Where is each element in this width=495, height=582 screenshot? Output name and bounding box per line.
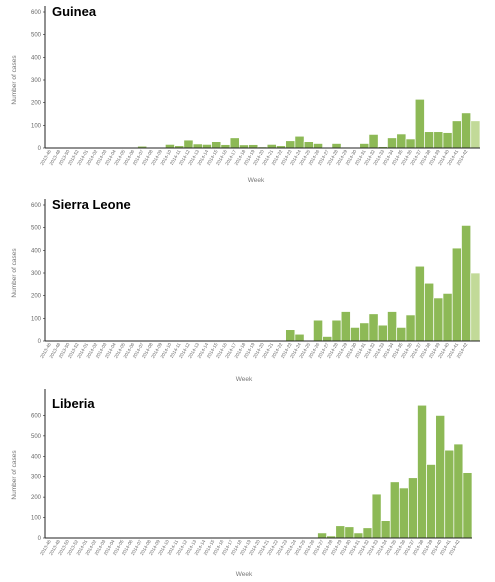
sierra-leone-bar-undefined [470, 272, 481, 342]
sierra-leone-bar-2014-26 [313, 319, 324, 342]
guinea-panel: Guinea Number of cases Week 0 100 200 300 40… [11, 4, 481, 184]
guinea-bar-2014-35 [396, 133, 407, 149]
sierra-leone-bar-2014-42 [461, 225, 472, 342]
sierra-leone-bar-2014-29 [340, 311, 351, 342]
liberia-panel: Liberia Number of cases Week 0 100 200 300 4… [11, 389, 473, 578]
liberia-bar-2014-41 [444, 449, 455, 539]
sierra-leone-bar-2014-41 [451, 247, 462, 342]
sierra-leone-bar-2014-32 [368, 313, 379, 342]
guinea-y-tick-label: 200 [31, 101, 42, 107]
guinea-bar-2014-13 [192, 143, 203, 149]
sierra-leone-bar-2014-24 [294, 333, 305, 342]
guinea-bar-2014-16 [220, 144, 231, 149]
sierra-leone-bar-2014-27 [322, 336, 333, 342]
sierra-leone-bar-2014-23 [285, 329, 296, 342]
sierra-leone-y-tick-label: 300 [31, 271, 42, 277]
guinea-bar-2014-32 [368, 134, 379, 149]
guinea-bar-2014-23 [285, 140, 296, 149]
guinea-bar-2014-40 [442, 132, 453, 149]
sierra-leone-bar-2014-36 [405, 314, 416, 342]
guinea-y-tick-label: 100 [31, 123, 42, 129]
guinea-bar-2014-31 [359, 143, 370, 149]
sierra-leone-bar-2014-35 [396, 327, 407, 342]
guinea-bar-2014-24 [294, 135, 305, 149]
liberia-y-tick-label: 400 [31, 454, 42, 460]
guinea-bar-2014-41 [451, 120, 462, 149]
sierra-leone-bar-2014-33 [377, 324, 388, 342]
liberia-bar-2014-27 [317, 532, 327, 539]
guinea-bar-2014-12 [183, 139, 194, 149]
guinea-bar-2014-34 [387, 137, 398, 149]
liberia-bar-2014-42 [453, 443, 464, 539]
guinea-title: Guinea [52, 4, 97, 19]
liberia-bar-2014-35 [389, 481, 400, 539]
sierra-leone-bar-2014-31 [359, 322, 370, 342]
guinea-bar-2014-36 [405, 138, 416, 149]
guinea-y-tick-label: 600 [31, 10, 42, 16]
sierra-leone-bar-2014-30 [350, 327, 361, 342]
sierra-leone-y-tick-label: 0 [38, 339, 42, 345]
guinea-bar-undefined [470, 120, 481, 149]
guinea-bar-2014-37 [414, 98, 425, 149]
sierra-leone-title: Sierra Leone [52, 197, 131, 212]
guinea-bar-2014-10 [164, 144, 175, 149]
liberia-bar-2014-32 [362, 527, 373, 539]
sierra-leone-bar-2014-28 [331, 319, 342, 342]
liberia-y-tick-label: 200 [31, 495, 42, 501]
liberia-y-tick-label: 300 [31, 475, 42, 481]
sierra-leone-y-axis-label: Number of cases [11, 248, 18, 298]
sierra-leone-y-tick-label: 600 [31, 203, 42, 209]
guinea-bar-2014-15 [211, 141, 222, 149]
sierra-leone-bar-2014-39 [433, 297, 444, 342]
liberia-bar-2014-29 [335, 525, 346, 539]
liberia-bar-2014-38 [417, 404, 427, 539]
liberia-title: Liberia [52, 396, 95, 411]
sierra-leone-panel: Sierra Leone Number of cases Week 0 100 20… [11, 197, 481, 383]
guinea-bar-2014-42 [461, 112, 472, 149]
guinea-y-tick-label: 0 [38, 146, 42, 152]
liberia-x-axis-label: Week [236, 571, 253, 578]
sierra-leone-bar-2014-34 [387, 311, 398, 342]
sierra-leone-y-tick-label: 500 [31, 226, 42, 232]
liberia-bar-2014-30 [344, 526, 355, 539]
guinea-bar-2014-19 [248, 144, 259, 149]
guinea-y-tick-label: 500 [31, 33, 42, 39]
guinea-y-tick-label: 300 [31, 78, 42, 84]
liberia-y-tick-label: 600 [31, 413, 42, 419]
liberia-bar-2014-31 [353, 532, 364, 539]
sierra-leone-bar-2014-37 [414, 265, 425, 342]
liberia-bar-2014-40 [435, 415, 446, 539]
sierra-leone-bar-2014-40 [442, 293, 453, 342]
liberia-bar-2014-34 [380, 520, 391, 539]
liberia-bar-2014-39 [426, 464, 437, 539]
guinea-bar-2014-28 [331, 143, 342, 149]
sierra-leone-y-tick-label: 100 [31, 316, 42, 322]
sierra-leone-y-tick-label: 200 [31, 294, 42, 300]
liberia-y-tick-label: 0 [38, 536, 42, 542]
guinea-bar-2014-17 [229, 137, 240, 149]
guinea-y-axis-label: Number of cases [11, 55, 18, 105]
guinea-bar-2014-14 [201, 144, 212, 149]
guinea-bar-2014-38 [424, 131, 435, 149]
liberia-bar-2014-36 [398, 487, 409, 539]
guinea-bar-2014-39 [433, 131, 444, 149]
guinea-x-axis-label: Week [248, 177, 265, 184]
sierra-leone-bar-2014-38 [424, 282, 435, 342]
guinea-bar-2014-25 [303, 141, 314, 149]
liberia-y-axis-label: Number of cases [11, 450, 18, 500]
sierra-leone-y-tick-label: 400 [31, 248, 42, 254]
guinea-bar-2014-26 [313, 143, 324, 149]
sierra-leone-x-axis-label: Week [236, 376, 253, 383]
guinea-bar-2014-21 [266, 144, 277, 149]
guinea-y-tick-label: 400 [31, 55, 42, 61]
liberia-bar-2014-33 [371, 493, 382, 539]
liberia-y-tick-label: 500 [31, 434, 42, 440]
liberia-bar-undefined [462, 472, 473, 539]
liberia-bar-2014-37 [408, 477, 418, 539]
liberia-y-tick-label: 100 [31, 516, 42, 522]
